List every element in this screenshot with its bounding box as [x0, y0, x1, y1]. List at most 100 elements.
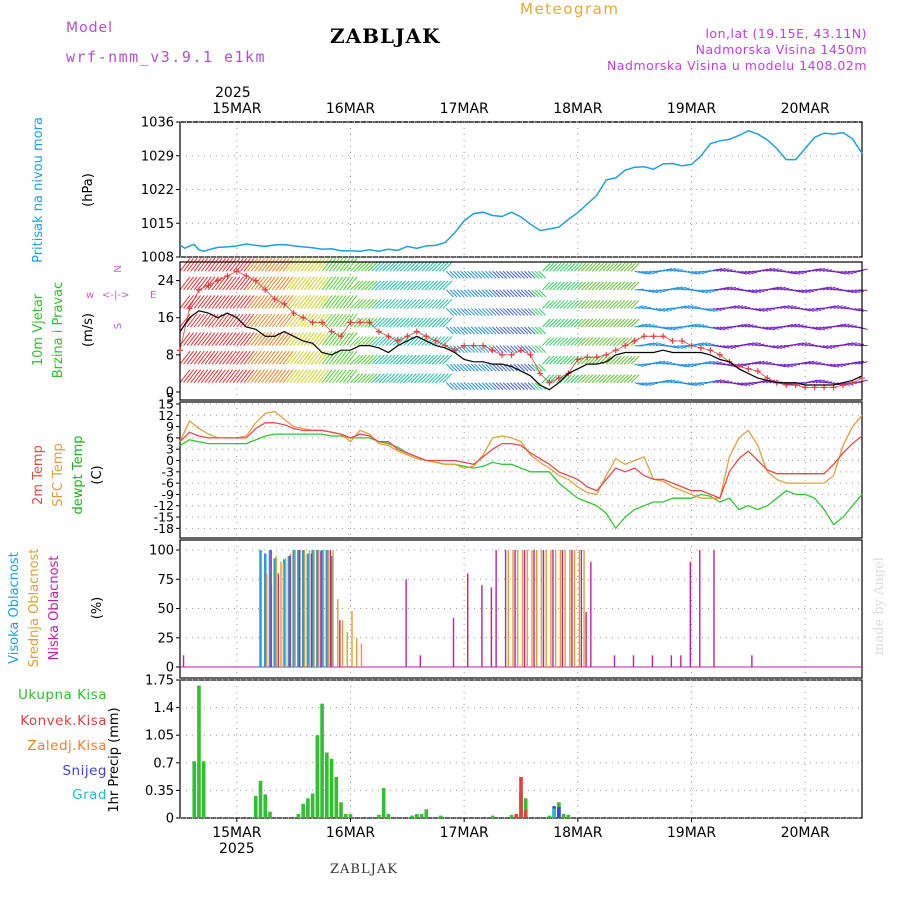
wind-barb: [620, 318, 629, 328]
wind-barb: [442, 354, 453, 365]
wind-barb: [492, 382, 500, 391]
top-day-label: 18MAR: [553, 101, 602, 117]
wind-barb: [289, 369, 301, 384]
wind-barb: [588, 262, 597, 272]
wind-barb: [495, 382, 504, 391]
wind-barb: [499, 382, 508, 391]
wind-barb: [598, 337, 608, 346]
wind-barb: [723, 286, 733, 291]
precip-bar: [201, 761, 206, 818]
wind-barb: [275, 276, 287, 291]
wind-barb: [211, 257, 223, 272]
wind-barb: [208, 369, 219, 384]
precip-ytick-label: 1.75: [145, 674, 174, 689]
wind-barb: [396, 373, 407, 384]
wind-barb: [549, 337, 558, 346]
wind-barb: [773, 326, 783, 329]
wind-barb: [588, 281, 597, 291]
wind-barb: [378, 354, 389, 365]
wind-barb: [222, 332, 234, 346]
wind-barb: [790, 270, 801, 275]
wind-barb: [339, 276, 351, 291]
wind-barb: [406, 261, 417, 272]
wind-barb: [684, 382, 694, 386]
wind-barb: [488, 363, 497, 372]
wind-barb: [581, 337, 590, 346]
wind-barb: [595, 374, 604, 384]
wind-barb: [438, 354, 449, 365]
wind-barb: [375, 336, 385, 346]
wind-barb: [456, 345, 465, 353]
wind-barb: [261, 295, 273, 309]
wind-barb: [673, 269, 683, 272]
wind-barb: [705, 360, 715, 365]
wind-barb: [389, 354, 399, 365]
wind-barb: [851, 360, 861, 365]
wind-barb: [460, 308, 468, 316]
wind-barb: [751, 342, 762, 347]
wind-barb: [478, 270, 486, 279]
wind-barb: [296, 350, 308, 365]
wind-barb: [417, 354, 428, 365]
wind-barb: [677, 363, 687, 368]
wind-barb: [602, 318, 612, 328]
wind-barb: [481, 326, 490, 335]
wind-barb: [467, 382, 476, 391]
wind-barb: [460, 363, 468, 372]
wind-barb: [250, 313, 262, 328]
wind-barb: [364, 299, 375, 309]
wind-barb: [375, 354, 385, 365]
wind-barb: [620, 300, 629, 309]
precip-bar: [419, 814, 424, 818]
wind-barb: [236, 332, 248, 346]
wind-barb: [335, 257, 347, 272]
pressure-ytick-label: 1036: [141, 116, 174, 131]
wind-barb: [428, 373, 438, 384]
temp-unit: (C): [90, 465, 105, 484]
wind-barb: [634, 363, 644, 368]
wind-barb: [293, 276, 305, 291]
wind-barb: [332, 350, 344, 365]
wind-barb: [431, 373, 442, 384]
wind-barb: [559, 374, 569, 384]
wind-barb: [488, 270, 497, 279]
wind-barb: [229, 369, 241, 384]
precip-legend-item: Zaledj.Kisa: [27, 738, 107, 754]
pressure-ytick-label: 1008: [141, 251, 174, 266]
wind-barb: [449, 363, 458, 372]
wind-barb: [190, 257, 202, 272]
wind-barb: [670, 286, 680, 291]
wind-barb: [257, 369, 269, 384]
wind-barb: [474, 308, 483, 316]
wind-barb: [481, 363, 490, 372]
wind-barb: [620, 355, 629, 365]
wind-barb: [662, 379, 673, 384]
wind-barb: [293, 295, 305, 309]
wind-barb: [517, 308, 525, 316]
wind-barb: [335, 295, 347, 309]
wind-barb: [382, 317, 392, 328]
wind-barb: [605, 281, 615, 291]
wind-barb: [847, 270, 857, 274]
wind-barb: [488, 289, 497, 298]
precip-bar: [315, 735, 320, 818]
wind-barb: [438, 261, 449, 272]
wind-barb: [428, 317, 438, 328]
wind-barb: [385, 280, 396, 291]
wind-barb: [204, 369, 216, 384]
wind-barb: [563, 262, 572, 272]
temp-ytick-label: -12: [154, 498, 174, 513]
wind-barb: [183, 257, 194, 272]
wind-barb: [478, 326, 486, 335]
wind-barb: [616, 300, 626, 309]
precip-ytick-label: 1.05: [145, 729, 174, 744]
wind-barb: [552, 281, 562, 291]
wind-barb: [442, 373, 453, 384]
wind-barb: [438, 373, 449, 384]
product-title: Meteogram: [520, 0, 620, 18]
wind-barb: [389, 261, 399, 272]
wind-barb: [470, 363, 479, 372]
wind-barb: [396, 354, 407, 365]
wind-barb: [360, 373, 371, 384]
wind-barb: [780, 287, 790, 291]
